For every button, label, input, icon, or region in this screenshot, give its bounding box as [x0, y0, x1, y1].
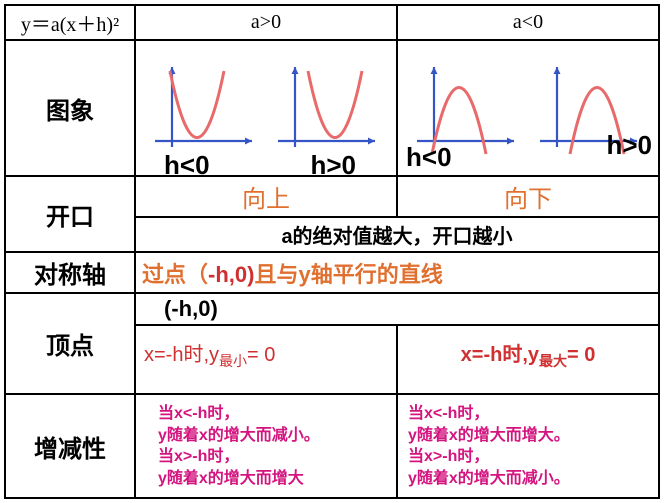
opening-down-cell: 向下: [397, 176, 659, 217]
parabola-up-h-pos: [270, 59, 385, 159]
axis-row-label: 对称轴: [5, 252, 135, 293]
vertex-row-label: 顶点: [5, 293, 135, 394]
opening-note-cell: a的绝对值越大，开口越小: [135, 217, 659, 252]
parabola-up-h-neg: [147, 59, 262, 159]
h-pos-label: h>0: [310, 150, 356, 181]
mono-neg-cell: 当x<-h时，y随着x的增大而增大。当x>-h时，y随着x的增大而减小。: [397, 394, 659, 498]
a-positive-header: a>0: [135, 5, 397, 40]
vertex-min-cell: x=-h时,y最小= 0: [135, 325, 397, 394]
axis-text-cell: 过点（-h,0)且与y轴平行的直线: [135, 252, 659, 293]
h-pos-label-2: h>0: [606, 130, 652, 161]
h-neg-label: h<0: [164, 150, 210, 181]
h-neg-label-2: h<0: [406, 142, 452, 173]
graph-up-cell: h<0 h>0: [135, 40, 397, 176]
a-negative-header: a<0: [397, 5, 659, 40]
vertex-point-cell: (-h,0): [135, 293, 659, 325]
parabola-properties-table: y＝a(x＋h)² a>0 a<0 图象 h<0 h>0 h<0 h>0 开口 …: [4, 4, 660, 499]
graph-down-cell: h<0 h>0: [397, 40, 659, 176]
formula-cell: y＝a(x＋h)²: [5, 5, 135, 40]
mono-pos-cell: 当x<-h时，y随着x的增大而减小。当x>-h时，y随着x的增大而增大: [135, 394, 397, 498]
mono-row-label: 增减性: [5, 394, 135, 498]
vertex-max-cell: x=-h时,y最大= 0: [397, 325, 659, 394]
opening-up-cell: 向上: [135, 176, 397, 217]
opening-row-label: 开口: [5, 176, 135, 252]
graph-row-label: 图象: [5, 40, 135, 176]
